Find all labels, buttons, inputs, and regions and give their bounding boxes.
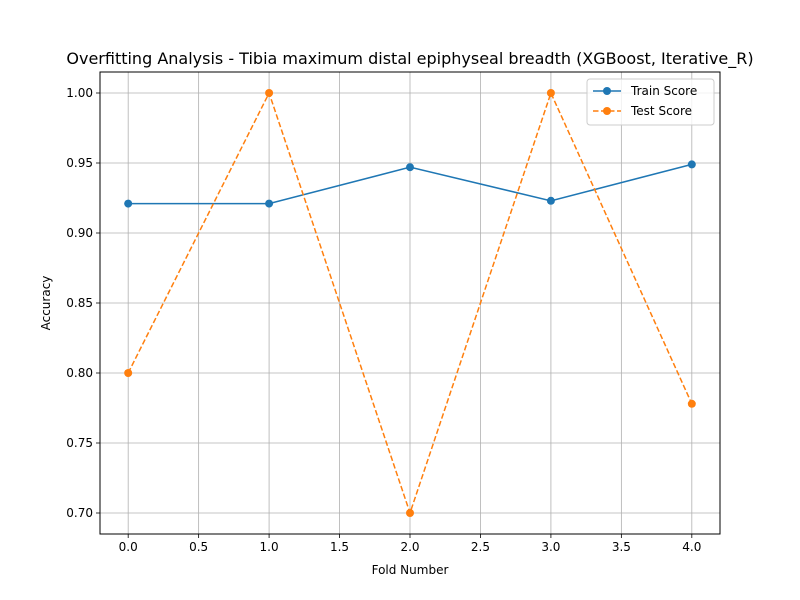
data-point	[687, 399, 696, 408]
data-point	[546, 196, 555, 205]
y-tick-label: 0.90	[66, 226, 93, 240]
x-tick-label: 2.5	[471, 540, 490, 554]
data-point	[406, 163, 414, 172]
legend: Train Score Test Score	[586, 78, 715, 126]
legend-label: Train Score	[630, 84, 697, 98]
data-point	[265, 199, 274, 208]
y-tick-label: 0.95	[66, 156, 93, 170]
chart-title: Overfitting Analysis - Tibia maximum dis…	[66, 49, 753, 69]
data-point	[124, 369, 133, 377]
y-tick-label: 0.70	[66, 506, 93, 520]
x-tick-label: 1.0	[260, 540, 279, 554]
data-point	[265, 89, 274, 97]
y-tick-label: 0.85	[66, 296, 93, 310]
x-tick-label: 4.0	[682, 540, 701, 554]
y-tick-label: 1.00	[66, 86, 93, 100]
x-tick-label: 0.5	[189, 540, 208, 554]
series	[124, 89, 696, 517]
x-axis-label: Fold Number	[372, 563, 449, 577]
x-tick-label: 3.0	[541, 540, 560, 554]
y-axis-label: Accuracy	[39, 276, 53, 331]
y-tick-label: 0.75	[66, 436, 93, 450]
legend-swatch-marker	[603, 107, 611, 115]
x-tick-label: 3.5	[612, 540, 631, 554]
data-point	[546, 89, 555, 97]
y-tick-label: 0.80	[66, 366, 93, 380]
data-point	[406, 509, 414, 517]
axis-ticks: 0.0 0.5 1.0 1.5 2.0 2.5 3.0 3.5 4.0 0.70 0.75 0.80 0…	[66, 86, 701, 554]
legend-label: Test Score	[630, 104, 692, 118]
data-point	[124, 199, 133, 208]
legend-swatch-marker	[603, 87, 611, 95]
x-tick-label: 0.0	[119, 540, 138, 554]
x-tick-label: 1.5	[330, 540, 349, 554]
grid	[100, 72, 720, 534]
x-tick-label: 2.0	[400, 540, 419, 554]
data-point	[687, 160, 696, 169]
